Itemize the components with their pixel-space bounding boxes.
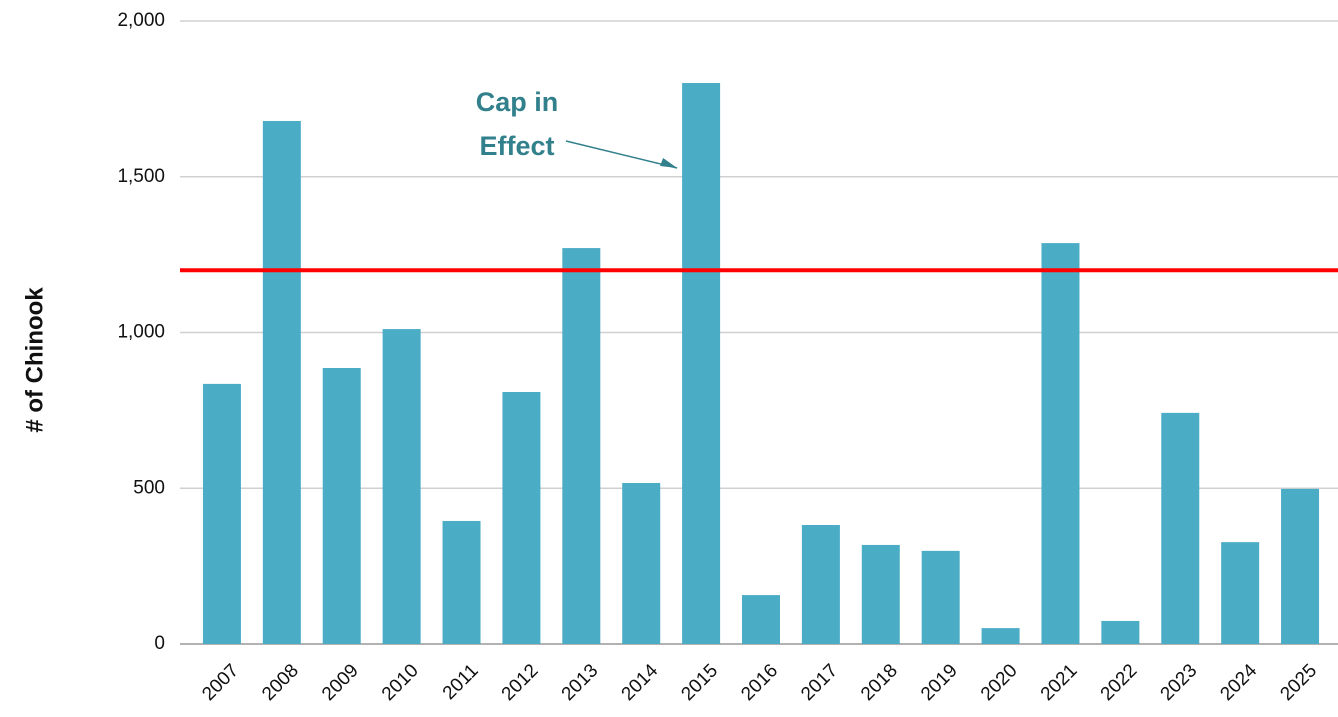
- x-tick-label: 2025: [1276, 660, 1321, 705]
- bar: [1041, 243, 1080, 645]
- x-tick-label: 2021: [1037, 660, 1082, 705]
- y-tick-label: 500: [133, 477, 165, 498]
- bar: [562, 248, 601, 644]
- x-tick-label: 2018: [857, 660, 902, 705]
- bar: [382, 329, 421, 644]
- y-tick-label: 1,000: [117, 322, 165, 343]
- bar: [202, 383, 241, 644]
- x-tick-label: 2023: [1157, 660, 1202, 705]
- x-tick-label: 2008: [258, 660, 303, 705]
- x-tick-label: 2007: [198, 660, 243, 705]
- x-tick-label: 2024: [1216, 660, 1261, 705]
- bar: [861, 544, 900, 644]
- y-tick-label: 0: [154, 633, 165, 654]
- bar: [442, 520, 481, 644]
- bar: [502, 391, 541, 644]
- y-tick-label: 1,500: [117, 166, 165, 187]
- y-axis-label: # of Chinook: [21, 287, 48, 433]
- annotation-text: Cap in: [476, 87, 559, 117]
- y-tick-label: 2,000: [117, 10, 165, 31]
- x-tick-label: 2020: [977, 660, 1022, 705]
- bar: [801, 525, 840, 644]
- x-tick-label: 2009: [318, 660, 363, 705]
- arrow-head: [660, 158, 678, 168]
- bar: [981, 628, 1020, 644]
- bar: [1221, 542, 1260, 644]
- bar: [682, 82, 721, 644]
- bar: [1161, 412, 1200, 644]
- bar: [921, 550, 960, 644]
- x-tick-label: 2013: [558, 660, 603, 705]
- x-tick-label: 2011: [439, 660, 483, 704]
- bar: [322, 368, 361, 644]
- bar: [742, 595, 780, 644]
- x-tick-label: 2014: [618, 660, 663, 705]
- x-tick-label: 2010: [378, 660, 423, 705]
- bar: [1281, 488, 1320, 644]
- x-tick-label: 2016: [737, 660, 782, 705]
- bar: [622, 482, 661, 644]
- bar: [262, 120, 301, 644]
- x-tick-label: 2017: [797, 660, 842, 705]
- annotation-text: Effect: [479, 131, 554, 161]
- x-tick-label: 2015: [677, 660, 722, 705]
- bar: [1101, 620, 1140, 644]
- x-tick-label: 2012: [498, 660, 543, 705]
- x-tick-label: 2022: [1097, 660, 1142, 705]
- x-tick-label: 2019: [917, 660, 962, 705]
- annotation-arrow: [565, 140, 678, 169]
